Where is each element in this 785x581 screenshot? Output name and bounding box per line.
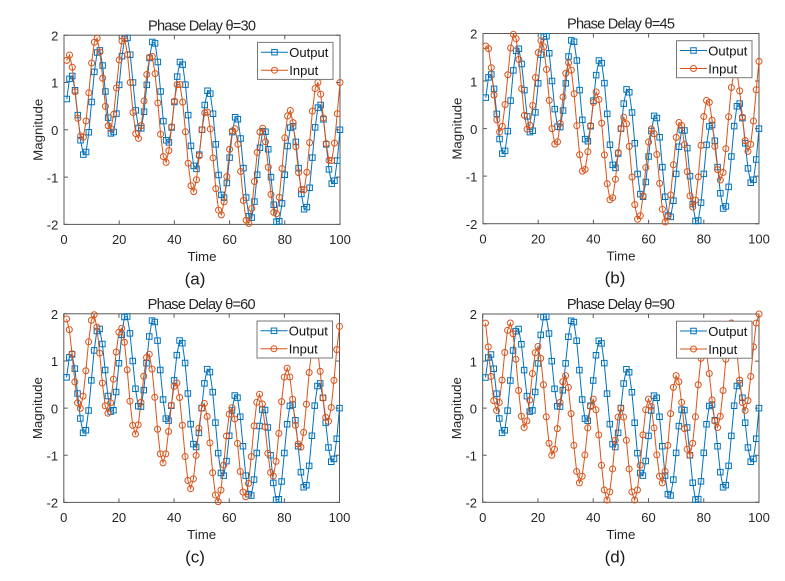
svg-text:-2: -2 [47,218,59,233]
svg-text:60: 60 [222,232,236,247]
svg-text:Input: Input [708,61,737,76]
svg-text:Phase Delay θ=30: Phase Delay θ=30 [148,18,256,34]
svg-text:0: 0 [51,123,58,138]
svg-text:60: 60 [641,232,655,247]
svg-text:0: 0 [51,401,58,416]
svg-text:2: 2 [51,28,58,43]
svg-text:2: 2 [51,307,58,322]
svg-text:(b): (b) [605,269,626,288]
svg-text:Input: Input [708,342,737,357]
svg-text:0: 0 [479,510,486,525]
svg-text:40: 40 [586,232,600,247]
svg-text:-1: -1 [47,448,59,463]
svg-text:2: 2 [470,27,477,42]
svg-text:-2: -2 [465,496,477,511]
svg-text:100: 100 [329,232,351,247]
svg-text:1: 1 [51,76,58,91]
svg-text:Input: Input [289,63,318,78]
svg-text:2: 2 [470,307,477,322]
svg-text:Output: Output [708,43,747,58]
svg-text:-1: -1 [465,448,477,463]
svg-text:1: 1 [470,74,477,89]
svg-text:80: 80 [697,232,711,247]
svg-text:Phase Delay θ=45: Phase Delay θ=45 [567,17,675,33]
svg-text:Magnitude: Magnitude [30,377,45,439]
svg-text:60: 60 [641,510,655,525]
svg-text:80: 80 [277,510,291,525]
svg-text:Time: Time [187,249,216,264]
svg-text:20: 20 [531,510,545,525]
svg-text:Input: Input [289,342,318,357]
svg-text:0: 0 [60,510,67,525]
svg-text:80: 80 [697,510,711,525]
svg-text:-2: -2 [466,217,478,232]
svg-text:20: 20 [531,232,545,247]
svg-text:0: 0 [479,232,486,247]
svg-text:40: 40 [167,232,181,247]
svg-text:Time: Time [606,527,635,542]
svg-text:Phase Delay θ=60: Phase Delay θ=60 [148,297,256,313]
svg-text:20: 20 [112,232,126,247]
svg-text:60: 60 [222,510,236,525]
svg-text:-2: -2 [47,496,59,511]
svg-text:20: 20 [112,510,126,525]
svg-text:1: 1 [470,354,477,369]
svg-text:Magnitude: Magnitude [449,98,464,160]
svg-text:40: 40 [586,510,600,525]
svg-text:(a): (a) [185,269,206,288]
svg-text:100: 100 [748,510,770,525]
svg-text:40: 40 [167,510,181,525]
svg-text:Output: Output [708,324,747,339]
svg-text:(d): (d) [605,547,626,566]
svg-text:0: 0 [470,122,477,137]
svg-text:-1: -1 [466,169,478,184]
svg-text:Magnitude: Magnitude [449,377,464,439]
svg-text:(c): (c) [185,547,205,566]
svg-text:100: 100 [329,510,351,525]
svg-text:0: 0 [470,401,477,416]
svg-text:1: 1 [51,354,58,369]
svg-text:100: 100 [748,232,770,247]
svg-text:Time: Time [187,527,216,542]
svg-text:Output: Output [289,324,328,339]
svg-text:Output: Output [289,45,328,60]
svg-text:Phase Delay θ=90: Phase Delay θ=90 [567,297,675,313]
svg-text:-1: -1 [47,170,59,185]
svg-text:80: 80 [278,232,292,247]
svg-text:0: 0 [60,232,67,247]
svg-text:Time: Time [606,249,635,264]
svg-text:Magnitude: Magnitude [30,99,45,161]
